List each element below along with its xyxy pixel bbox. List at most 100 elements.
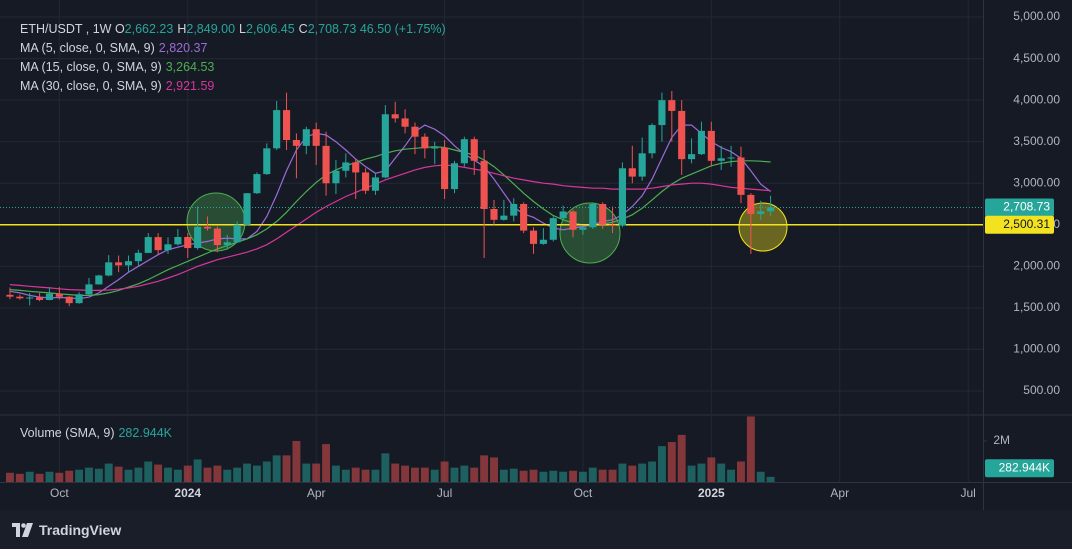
volume-sma-box	[985, 459, 1054, 478]
volume-bar	[104, 463, 113, 482]
volume-bar	[322, 444, 331, 482]
candle-body	[431, 147, 439, 149]
y-tick-label: 1,000.00	[1013, 342, 1060, 356]
candle-body	[549, 218, 557, 240]
legend: ETH/USDT , 1W O2,662.23 H2,849.00 L2,606.4…	[20, 20, 446, 96]
volume-bar	[687, 465, 696, 482]
volume-bar	[193, 459, 202, 482]
candle-body	[352, 162, 360, 173]
volume-bar	[756, 471, 765, 482]
ma-row: MA (30, close, 0, SMA, 9) 2,921.59	[20, 77, 446, 96]
ma-line	[9, 146, 771, 296]
candle-body	[273, 110, 281, 149]
y-tick-label: 4,000.00	[1013, 92, 1060, 106]
candle-body	[253, 174, 261, 194]
volume-bar	[450, 467, 459, 482]
volume-bar	[628, 465, 637, 482]
volume-bar	[667, 442, 676, 482]
candle-body	[332, 170, 340, 184]
ohlc-key: C	[298, 22, 308, 36]
volume-bar	[697, 463, 706, 482]
volume-bar	[499, 469, 508, 482]
plot	[0, 90, 983, 482]
candle-body	[510, 204, 518, 216]
candle-body	[638, 153, 646, 177]
candle-body	[6, 294, 14, 297]
volume-bar	[460, 465, 469, 482]
volume-bar	[75, 469, 84, 482]
volume-title: Volume (SMA, 9)	[20, 426, 115, 440]
candle-body	[589, 204, 597, 228]
y-tick-label: 500.00	[1023, 383, 1060, 397]
volume-bar	[85, 467, 93, 482]
volume-bar	[361, 469, 370, 482]
volume-bar	[144, 461, 153, 482]
candle-body	[401, 118, 409, 127]
volume-bar	[519, 470, 528, 482]
volume-bar	[272, 455, 281, 482]
candle-body	[717, 158, 725, 161]
candle-body	[608, 224, 617, 226]
volume-bar	[173, 469, 182, 482]
ohlc-value: 2,849.00	[186, 22, 236, 36]
candle-body	[371, 177, 380, 191]
candle-body	[391, 114, 399, 119]
y-tick-label: 2,000.00	[1013, 259, 1060, 273]
volume-bar	[608, 469, 617, 482]
volume-legend: Volume (SMA, 9) 282.944K	[20, 426, 172, 440]
chart-background	[0, 0, 1072, 510]
volume-bar	[312, 463, 321, 482]
volume-bar	[440, 461, 449, 482]
candle-body	[203, 226, 212, 229]
ma-name: MA (30, close, 0, SMA, 9)	[20, 79, 162, 93]
candle-body	[668, 100, 676, 111]
ohlc: O2,662.23 H2,849.00 L2,606.45 C2,708.73	[115, 22, 360, 36]
x-tick-label: 2025	[698, 486, 725, 500]
candle-body	[85, 284, 93, 295]
candle-body	[727, 157, 735, 159]
candle-body	[243, 193, 251, 225]
candle-body	[559, 211, 567, 219]
volume-bar	[223, 469, 232, 482]
volume-bar	[35, 473, 44, 482]
volume-bar	[618, 463, 627, 482]
candle-body	[450, 163, 459, 190]
candle-body	[105, 262, 113, 276]
volume-bar	[559, 471, 568, 482]
ma-line	[9, 164, 771, 291]
logo	[12, 523, 33, 537]
candle-body	[520, 204, 528, 231]
candle-body	[707, 130, 715, 161]
volume-bar	[420, 467, 429, 482]
volume-bar	[124, 469, 133, 482]
volume-bar	[5, 472, 14, 482]
volume-bar	[657, 446, 666, 482]
x-tick-label: Apr	[830, 486, 849, 500]
volume-bar	[401, 465, 410, 482]
volume-bar	[638, 463, 647, 482]
y-tick-label: 3,000.00	[1013, 175, 1060, 189]
volume-sma-label: 282.944K	[999, 460, 1050, 474]
volume-bar	[737, 461, 745, 482]
candle-body	[263, 148, 271, 175]
x-tick-label: 2024	[174, 486, 201, 500]
candle-body	[194, 226, 202, 249]
candle-body	[460, 139, 468, 164]
candle-body	[757, 211, 765, 214]
candle-body	[75, 294, 83, 304]
candle-body	[628, 168, 636, 177]
volume-bar	[154, 464, 163, 482]
candle-body	[65, 296, 73, 304]
ma-line	[9, 124, 771, 300]
volume-bar	[490, 457, 498, 482]
candle-body	[36, 297, 44, 300]
candle-body	[500, 215, 508, 220]
ma-name: MA (5, close, 0, SMA, 9)	[20, 41, 155, 55]
y-tick-label: 1,500.00	[1013, 300, 1060, 314]
candle-body	[144, 237, 152, 253]
price-change: 46.50 (+1.75%)	[359, 22, 446, 36]
volume-bar	[45, 471, 54, 482]
y-tick-label: 5,000.00	[1013, 9, 1060, 23]
volume-bar	[677, 434, 686, 482]
